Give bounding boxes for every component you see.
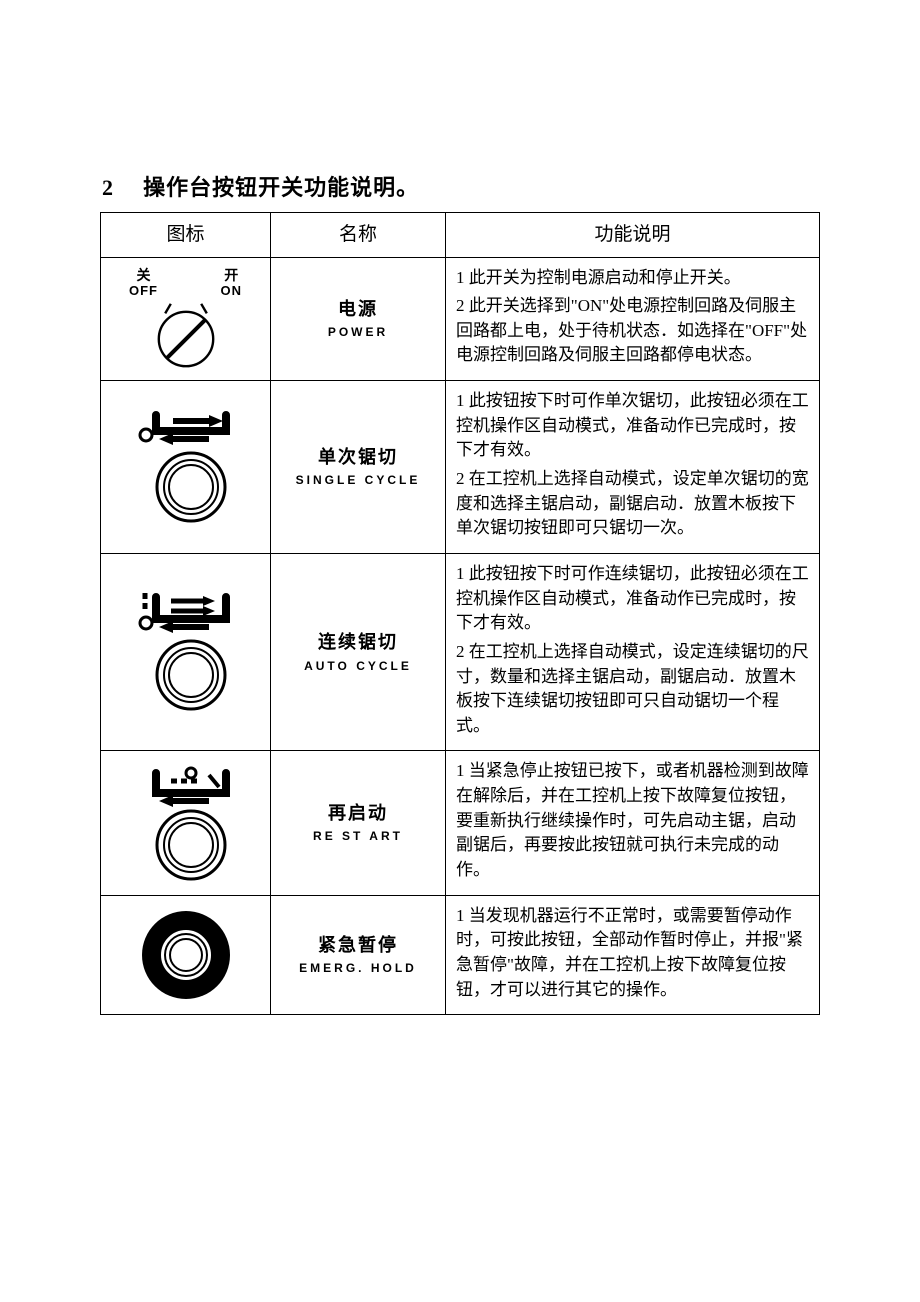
- power-off-cn: 关: [129, 267, 158, 284]
- table-row: 再启动 RE ST ART 1 当紧急停止按钮已按下，或者机器检测到故障在解除后…: [101, 751, 820, 895]
- button-name-cn: 紧急暂停: [281, 932, 435, 958]
- button-name-en: POWER: [281, 324, 435, 341]
- desc-cell: 1 当紧急停止按钮已按下，或者机器检测到故障在解除后，并在工控机上按下故障复位按…: [446, 751, 820, 895]
- single-cycle-icon: [131, 407, 241, 527]
- button-name-en: EMERG. HOLD: [281, 960, 435, 977]
- name-cell: 单次锯切 SINGLE CYCLE: [271, 381, 446, 554]
- button-name-cn: 单次锯切: [281, 444, 435, 470]
- section-heading: 2 操作台按钮开关功能说明。: [102, 170, 820, 202]
- button-name-cn: 再启动: [281, 800, 435, 826]
- auto-cycle-icon: [131, 589, 241, 715]
- power-on-en: ON: [221, 283, 243, 299]
- desc-paragraph: 1 当紧急停止按钮已按下，或者机器检测到故障在解除后，并在工控机上按下故障复位按…: [456, 759, 809, 882]
- rotary-switch-icon: [146, 299, 226, 371]
- name-cell: 电源 POWER: [271, 257, 446, 381]
- heading-number: 2: [102, 175, 136, 201]
- name-cell: 紧急暂停 EMERG. HOLD: [271, 895, 446, 1015]
- desc-paragraph: 2 在工控机上选择自动模式，设定连续锯切的尺寸，数量和选择主锯启动，副锯启动．放…: [456, 640, 809, 739]
- heading-text: 操作台按钮开关功能说明。: [143, 175, 419, 200]
- table-row: 紧急暂停 EMERG. HOLD 1 当发现机器运行不正常时，或需要暂停动作时，…: [101, 895, 820, 1015]
- icon-cell: [101, 553, 271, 750]
- document-page: 2 操作台按钮开关功能说明。 图标 名称 功能说明 关 OFF: [0, 0, 920, 1302]
- restart-icon: [131, 763, 241, 883]
- name-cell: 再启动 RE ST ART: [271, 751, 446, 895]
- desc-cell: 1 此按钮按下时可作单次锯切，此按钮必须在工控机操作区自动模式，准备动作已完成时…: [446, 381, 820, 554]
- icon-cell: 关 OFF 开 ON: [101, 257, 271, 381]
- power-switch-labels: 关 OFF 开 ON: [111, 267, 260, 299]
- button-name-en: RE ST ART: [281, 828, 435, 845]
- col-header-name: 名称: [271, 213, 446, 258]
- button-name-en: AUTO CYCLE: [281, 658, 435, 675]
- button-name-cn: 连续锯切: [281, 629, 435, 655]
- col-header-icon: 图标: [101, 213, 271, 258]
- power-off-en: OFF: [129, 283, 158, 299]
- power-on-label: 开 ON: [221, 267, 243, 299]
- table-row: 关 OFF 开 ON: [101, 257, 820, 381]
- desc-paragraph: 1 此开关为控制电源启动和停止开关。: [456, 266, 809, 291]
- button-name-en: SINGLE CYCLE: [281, 472, 435, 489]
- buttons-table: 图标 名称 功能说明 关 OFF 开 ON: [100, 212, 820, 1015]
- desc-paragraph: 1 此按钮按下时可作单次锯切，此按钮必须在工控机操作区自动模式，准备动作已完成时…: [456, 389, 809, 463]
- table-header-row: 图标 名称 功能说明: [101, 213, 820, 258]
- icon-cell: [101, 751, 271, 895]
- col-header-desc: 功能说明: [446, 213, 820, 258]
- desc-paragraph: 1 当发现机器运行不正常时，或需要暂停动作时，可按此按钮，全部动作暂时停止，并报…: [456, 904, 809, 1003]
- table-row: 单次锯切 SINGLE CYCLE 1 此按钮按下时可作单次锯切，此按钮必须在工…: [101, 381, 820, 554]
- desc-cell: 1 此按钮按下时可作连续锯切，此按钮必须在工控机操作区自动模式，准备动作已完成时…: [446, 553, 820, 750]
- power-off-label: 关 OFF: [129, 267, 158, 299]
- desc-paragraph: 2 在工控机上选择自动模式，设定单次锯切的宽度和选择主锯启动，副锯启动．放置木板…: [456, 467, 809, 541]
- icon-cell: [101, 895, 271, 1015]
- icon-cell: [101, 381, 271, 554]
- desc-paragraph: 2 此开关选择到"ON"处电源控制回路及伺服主回路都上电，处于待机状态．如选择在…: [456, 294, 809, 368]
- desc-paragraph: 1 此按钮按下时可作连续锯切，此按钮必须在工控机操作区自动模式，准备动作已完成时…: [456, 562, 809, 636]
- power-on-cn: 开: [221, 267, 243, 284]
- button-name-cn: 电源: [281, 296, 435, 322]
- emergency-stop-icon: [136, 905, 236, 1005]
- desc-cell: 1 当发现机器运行不正常时，或需要暂停动作时，可按此按钮，全部动作暂时停止，并报…: [446, 895, 820, 1015]
- table-row: 连续锯切 AUTO CYCLE 1 此按钮按下时可作连续锯切，此按钮必须在工控机…: [101, 553, 820, 750]
- name-cell: 连续锯切 AUTO CYCLE: [271, 553, 446, 750]
- desc-cell: 1 此开关为控制电源启动和停止开关。 2 此开关选择到"ON"处电源控制回路及伺…: [446, 257, 820, 381]
